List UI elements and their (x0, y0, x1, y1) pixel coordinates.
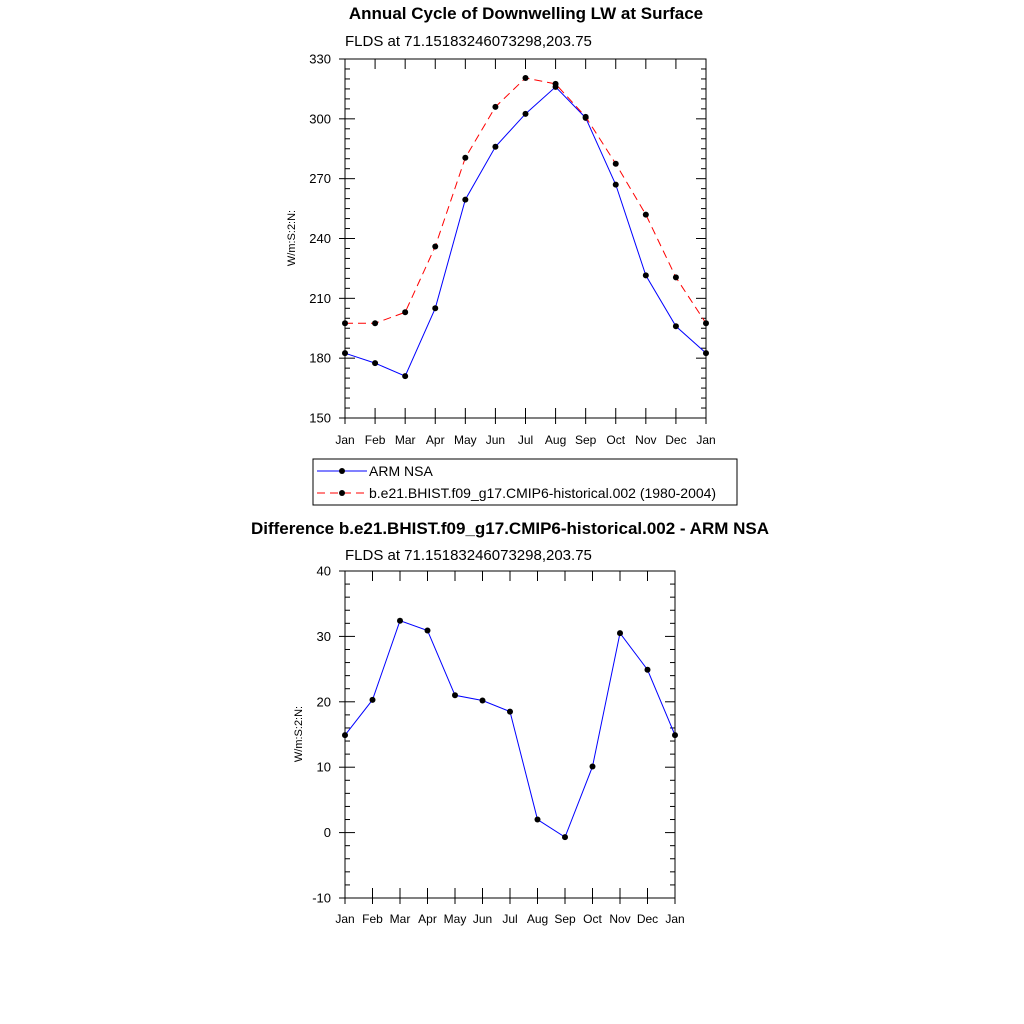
data-point-0-10 (617, 630, 623, 637)
data-point-0-2 (397, 617, 403, 624)
legend-label-model: b.e21.BHIST.f09_g17.CMIP6-historical.002… (369, 485, 716, 501)
y-tick-label: 300 (309, 111, 331, 126)
data-point-1-4 (462, 154, 469, 161)
y-tick-label: 0 (324, 825, 331, 840)
chart-subtitle: FLDS at 71.15183246073298,203.75 (345, 33, 592, 50)
tick-labels: 150 180 210 240 270 300 330 Jan Feb Mar Apr May Jun J… (309, 52, 715, 448)
x-tick-label: Nov (635, 433, 656, 447)
data-point-0-12 (703, 350, 709, 357)
x-tick-label: Jan (665, 912, 684, 926)
axis-ticks (339, 570, 676, 904)
x-tick-label: Mar (395, 433, 416, 447)
data-point-1-9 (612, 160, 619, 167)
data-point-0-6 (507, 708, 513, 715)
x-tick-label: Oct (583, 912, 602, 926)
x-tick-label: Apr (418, 912, 437, 926)
data-point-0-3 (432, 305, 439, 312)
data-point-0-9 (589, 763, 596, 770)
x-tick-label: Jan (696, 433, 715, 447)
annual-cycle-panel: Annual Cycle of Downwelling LW at Surfac… (286, 4, 738, 506)
data-point-0-3 (424, 627, 431, 634)
axis-ticks (339, 58, 707, 424)
y-tick-label: -10 (312, 891, 331, 906)
data-point-1-11 (672, 274, 679, 281)
x-tick-label: Aug (527, 912, 548, 926)
data-point-0-9 (612, 181, 619, 188)
x-tick-label: Jul (502, 912, 517, 926)
y-axis-label: W/m:S:2:N: (293, 706, 305, 762)
x-tick-label: Sep (554, 912, 576, 926)
data-point-0-1 (372, 360, 379, 367)
data-point-1-1 (372, 320, 379, 327)
data-point-1-12 (703, 320, 709, 327)
tick-labels: -10 0 10 20 30 40 Jan Feb Mar Apr May Jun Jul Aug Sep O… (312, 564, 684, 927)
y-tick-label: 150 (309, 411, 331, 426)
data-point-0-11 (644, 666, 651, 673)
legend-marker-model (339, 490, 345, 496)
x-tick-label: Dec (665, 433, 686, 447)
x-tick-label: Sep (575, 433, 597, 447)
x-tick-label: Aug (545, 433, 566, 447)
legend-marker-arm-nsa (339, 468, 345, 474)
y-tick-label: 20 (317, 694, 331, 709)
x-tick-label: Apr (426, 433, 445, 447)
data-point-1-2 (402, 309, 409, 316)
y-tick-label: 270 (309, 171, 331, 186)
x-tick-label: Jun (473, 912, 492, 926)
y-tick-label: 240 (309, 231, 331, 246)
difference-panel: Difference b.e21.BHIST.f09_g17.CMIP6-his… (251, 519, 769, 926)
y-tick-label: 30 (317, 629, 331, 644)
x-tick-label: Jan (335, 912, 354, 926)
x-tick-label: Feb (362, 912, 383, 926)
data-point-0-7 (534, 816, 541, 823)
data-point-1-0 (342, 320, 348, 327)
data-point-0-8 (562, 834, 568, 841)
y-tick-label: 10 (317, 760, 331, 775)
x-tick-label: Jan (335, 433, 354, 447)
chart-title: Annual Cycle of Downwelling LW at Surfac… (349, 4, 703, 23)
data-point-0-1 (369, 696, 376, 703)
data-point-1-10 (642, 211, 649, 218)
x-tick-label: May (444, 912, 467, 926)
x-tick-label: Jul (518, 433, 533, 447)
y-tick-label: 40 (317, 564, 331, 579)
data-point-0-11 (672, 323, 679, 330)
chart-subtitle: FLDS at 71.15183246073298,203.75 (345, 547, 592, 564)
data-point-1-6 (522, 74, 529, 81)
legend-box (312, 458, 738, 506)
data-point-1-8 (582, 113, 589, 120)
data-point-0-2 (402, 373, 409, 380)
series-layer (342, 617, 678, 841)
data-point-0-10 (642, 272, 649, 279)
data-point-1-5 (492, 103, 499, 110)
x-tick-label: Jun (486, 433, 505, 447)
data-point-0-6 (522, 110, 529, 117)
legend-label-arm-nsa: ARM NSA (369, 463, 433, 479)
data-point-0-4 (462, 196, 469, 203)
data-point-1-7 (552, 80, 559, 87)
y-tick-label: 180 (309, 351, 331, 366)
data-point-0-0 (342, 732, 348, 739)
y-axis-label: W/m:S:2:N: (286, 210, 298, 266)
x-tick-label: Oct (606, 433, 625, 447)
data-point-0-12 (672, 732, 678, 739)
x-tick-label: Mar (390, 912, 411, 926)
x-tick-label: Feb (365, 433, 386, 447)
data-point-0-5 (479, 697, 486, 704)
y-tick-label: 210 (309, 291, 331, 306)
x-tick-label: May (454, 433, 477, 447)
x-tick-label: Nov (609, 912, 630, 926)
series-layer (342, 74, 709, 380)
data-point-0-0 (342, 350, 348, 357)
data-point-1-3 (432, 243, 439, 250)
legend: ARM NSA b.e21.BHIST.f09_g17.CMIP6-histor… (312, 458, 738, 506)
data-point-0-4 (452, 692, 458, 699)
y-tick-label: 330 (309, 52, 331, 67)
x-tick-label: Dec (637, 912, 658, 926)
chart-title: Difference b.e21.BHIST.f09_g17.CMIP6-his… (251, 519, 769, 538)
data-point-0-5 (492, 143, 499, 150)
